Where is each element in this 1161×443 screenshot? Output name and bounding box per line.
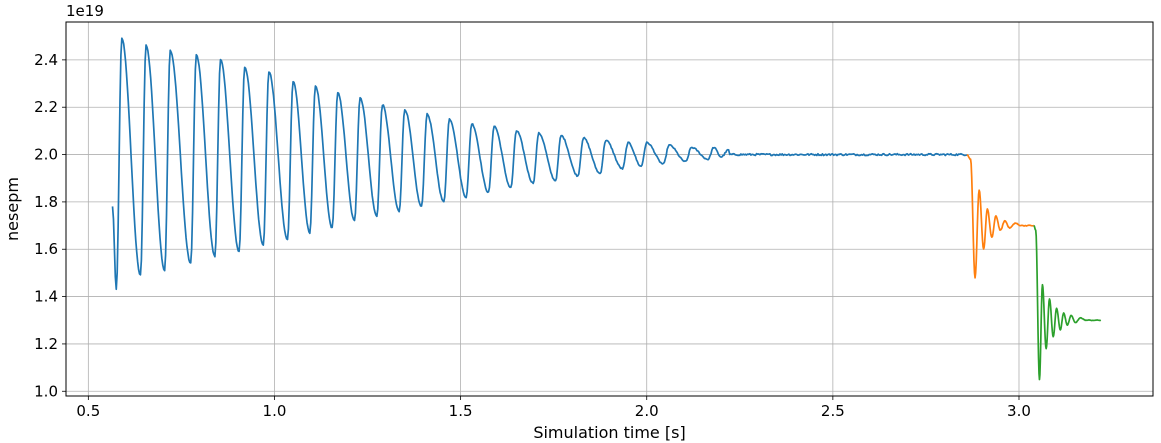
x-tick-label: 2.0 [635, 402, 659, 420]
y-axis-ticks: 1.0 1.2 1.4 1.6 1.8 2.0 2.2 2.4 [34, 51, 66, 400]
grid [66, 22, 1153, 396]
y-tick-label: 2.0 [34, 146, 58, 164]
x-tick-label: 2.5 [821, 402, 845, 420]
y-tick-label: 2.4 [34, 51, 58, 69]
x-tick-label: 3.0 [1007, 402, 1031, 420]
y-tick-label: 2.2 [34, 98, 58, 116]
series-line-2 [966, 154, 1035, 279]
y-tick-label: 1.0 [34, 382, 58, 400]
x-tick-label: 0.5 [76, 402, 100, 420]
y-tick-label: 1.6 [34, 240, 58, 258]
series-line-3 [1033, 224, 1102, 381]
x-axis-ticks: 0.5 1.0 1.5 2.0 2.5 3.0 [76, 396, 1031, 420]
x-tick-label: 1.5 [449, 402, 473, 420]
y-tick-label: 1.2 [34, 335, 58, 353]
plot-area [111, 37, 1102, 381]
y-tick-label: 1.4 [34, 288, 58, 306]
axes-frame [65, 21, 1154, 397]
y-axis-label: nesepm [3, 177, 22, 241]
y-axis-offset-label: 1e19 [66, 2, 104, 20]
x-tick-label: 1.0 [263, 402, 287, 420]
series-line-1 [111, 37, 968, 291]
y-tick-label: 1.8 [34, 193, 58, 211]
x-axis-label: Simulation time [s] [533, 423, 685, 442]
